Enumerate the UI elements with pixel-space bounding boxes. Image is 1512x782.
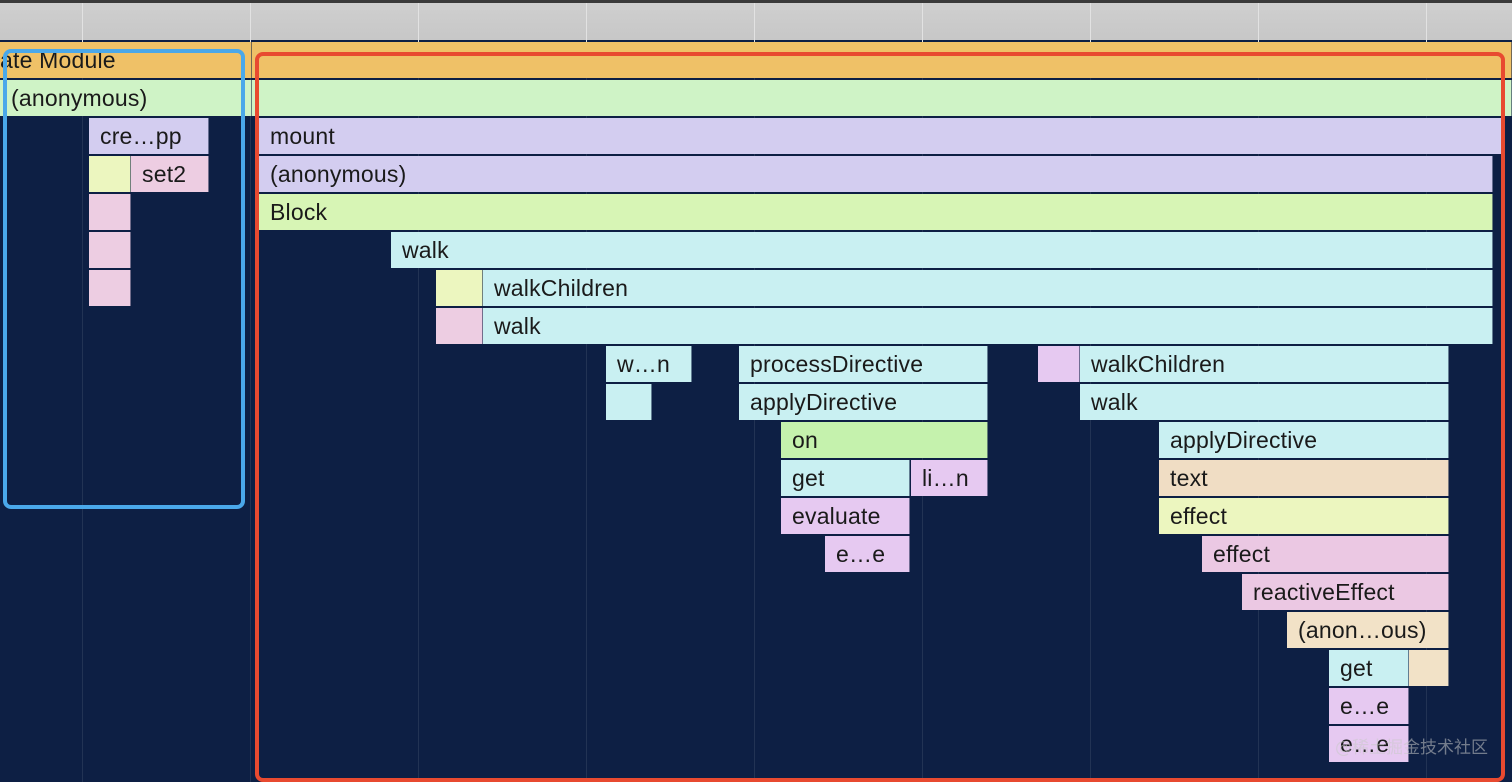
- frame-effect-2[interactable]: effect: [1202, 536, 1449, 572]
- frame-label: Block: [270, 199, 328, 225]
- ruler-tick: [922, 3, 923, 43]
- frame-label: effect: [1170, 503, 1228, 529]
- frame-orange-root-right[interactable]: [252, 42, 1512, 78]
- frame-magenta-slot-1[interactable]: [1038, 346, 1080, 382]
- frame-walk-3[interactable]: walk: [1080, 384, 1449, 420]
- frame-e-e-1[interactable]: e…e: [825, 536, 910, 572]
- frame-label: e…e: [836, 541, 886, 567]
- frame-li-n[interactable]: li…n: [911, 460, 988, 496]
- frame-yellow-slot-1[interactable]: [436, 270, 483, 306]
- frame-set2-left-slot[interactable]: [89, 156, 131, 192]
- frame-label: (anonymous): [270, 161, 407, 187]
- frame-w-n[interactable]: w…n: [606, 346, 692, 382]
- frame-label: mount: [270, 123, 335, 149]
- frame-get-1[interactable]: get: [781, 460, 910, 496]
- frame-set2[interactable]: set2: [131, 156, 209, 192]
- frame-applydirective-1[interactable]: applyDirective: [739, 384, 988, 420]
- frame-anonymous-root-right[interactable]: [252, 80, 1512, 116]
- gridline: [250, 40, 251, 782]
- frame-label: (anon…ous): [1298, 617, 1427, 643]
- frame-pink-slot-4[interactable]: [436, 308, 483, 344]
- frame-label: get: [1340, 655, 1373, 681]
- frame-label: cre…pp: [100, 123, 182, 149]
- frame-evaluate[interactable]: evaluate: [781, 498, 910, 534]
- gridline: [82, 40, 83, 782]
- frame-block[interactable]: Block: [259, 194, 1493, 230]
- frame-label: walk: [494, 313, 541, 339]
- frame-label: e…e: [1340, 693, 1390, 719]
- frame-label: effect: [1213, 541, 1271, 567]
- frame-anonymous-root-left[interactable]: (anonymous): [0, 80, 252, 116]
- frame-label: applyDirective: [750, 389, 898, 415]
- ruler-tick: [82, 3, 83, 43]
- frame-pink-slot-2[interactable]: [89, 232, 131, 268]
- frame-processdirective[interactable]: processDirective: [739, 346, 988, 382]
- frame-label: li…n: [922, 465, 969, 491]
- frame-pink-slot-1[interactable]: [89, 194, 131, 230]
- frame-label: reactiveEffect: [1253, 579, 1395, 605]
- frame-anonymous-mount[interactable]: (anonymous): [259, 156, 1493, 192]
- frame-e-e-2[interactable]: e…e: [1329, 688, 1409, 724]
- gridline: [418, 40, 419, 782]
- gridline: [586, 40, 587, 782]
- ruler-tick: [1258, 3, 1259, 43]
- watermark-text: @稀土掘金技术社区: [1335, 738, 1488, 758]
- frame-text[interactable]: text: [1159, 460, 1449, 496]
- frame-walk-2[interactable]: walk: [483, 308, 1493, 344]
- frame-label: evaluate: [792, 503, 881, 529]
- frame-cyan-slot-1[interactable]: [606, 384, 652, 420]
- ruler-tick: [250, 3, 251, 43]
- frame-label: walk: [402, 237, 449, 263]
- frame-tan-slot-1[interactable]: [1409, 650, 1449, 686]
- frame-anon-ous[interactable]: (anon…ous): [1287, 612, 1449, 648]
- frame-label: e…e: [1340, 731, 1390, 757]
- frame-label: on: [792, 427, 818, 453]
- timeline-ruler[interactable]: [0, 0, 1512, 43]
- ruler-tick: [586, 3, 587, 43]
- frame-walk-1[interactable]: walk: [391, 232, 1493, 268]
- ruler-tick: [754, 3, 755, 43]
- frame-label: processDirective: [750, 351, 924, 377]
- frame-label: walkChildren: [494, 275, 629, 301]
- frame-label: w…n: [617, 351, 671, 377]
- frame-label: get: [792, 465, 825, 491]
- frame-create-app[interactable]: cre…pp: [89, 118, 209, 154]
- frame-applydirective-2[interactable]: applyDirective: [1159, 422, 1449, 458]
- frame-mount[interactable]: mount: [259, 118, 1504, 154]
- ruler-tick: [1090, 3, 1091, 43]
- frame-label: set2: [142, 161, 187, 187]
- frame-evaluate-module[interactable]: ate Module: [0, 42, 252, 78]
- frame-reactiveeffect[interactable]: reactiveEffect: [1242, 574, 1449, 610]
- frame-effect-1[interactable]: effect: [1159, 498, 1449, 534]
- frame-get-2[interactable]: get: [1329, 650, 1409, 686]
- frame-walkchildren-2[interactable]: walkChildren: [1080, 346, 1449, 382]
- frame-label: walk: [1091, 389, 1138, 415]
- frame-label: walkChildren: [1091, 351, 1226, 377]
- frame-pink-slot-3[interactable]: [89, 270, 131, 306]
- frame-label: (anonymous): [11, 85, 148, 111]
- ruler-tick: [418, 3, 419, 43]
- frame-on[interactable]: on: [781, 422, 988, 458]
- frame-label: applyDirective: [1170, 427, 1318, 453]
- frame-walkchildren-1[interactable]: walkChildren: [483, 270, 1493, 306]
- frame-label: ate Module: [0, 47, 116, 73]
- ruler-tick: [1426, 3, 1427, 43]
- frame-label: text: [1170, 465, 1208, 491]
- frame-e-e-3[interactable]: e…e: [1329, 726, 1409, 762]
